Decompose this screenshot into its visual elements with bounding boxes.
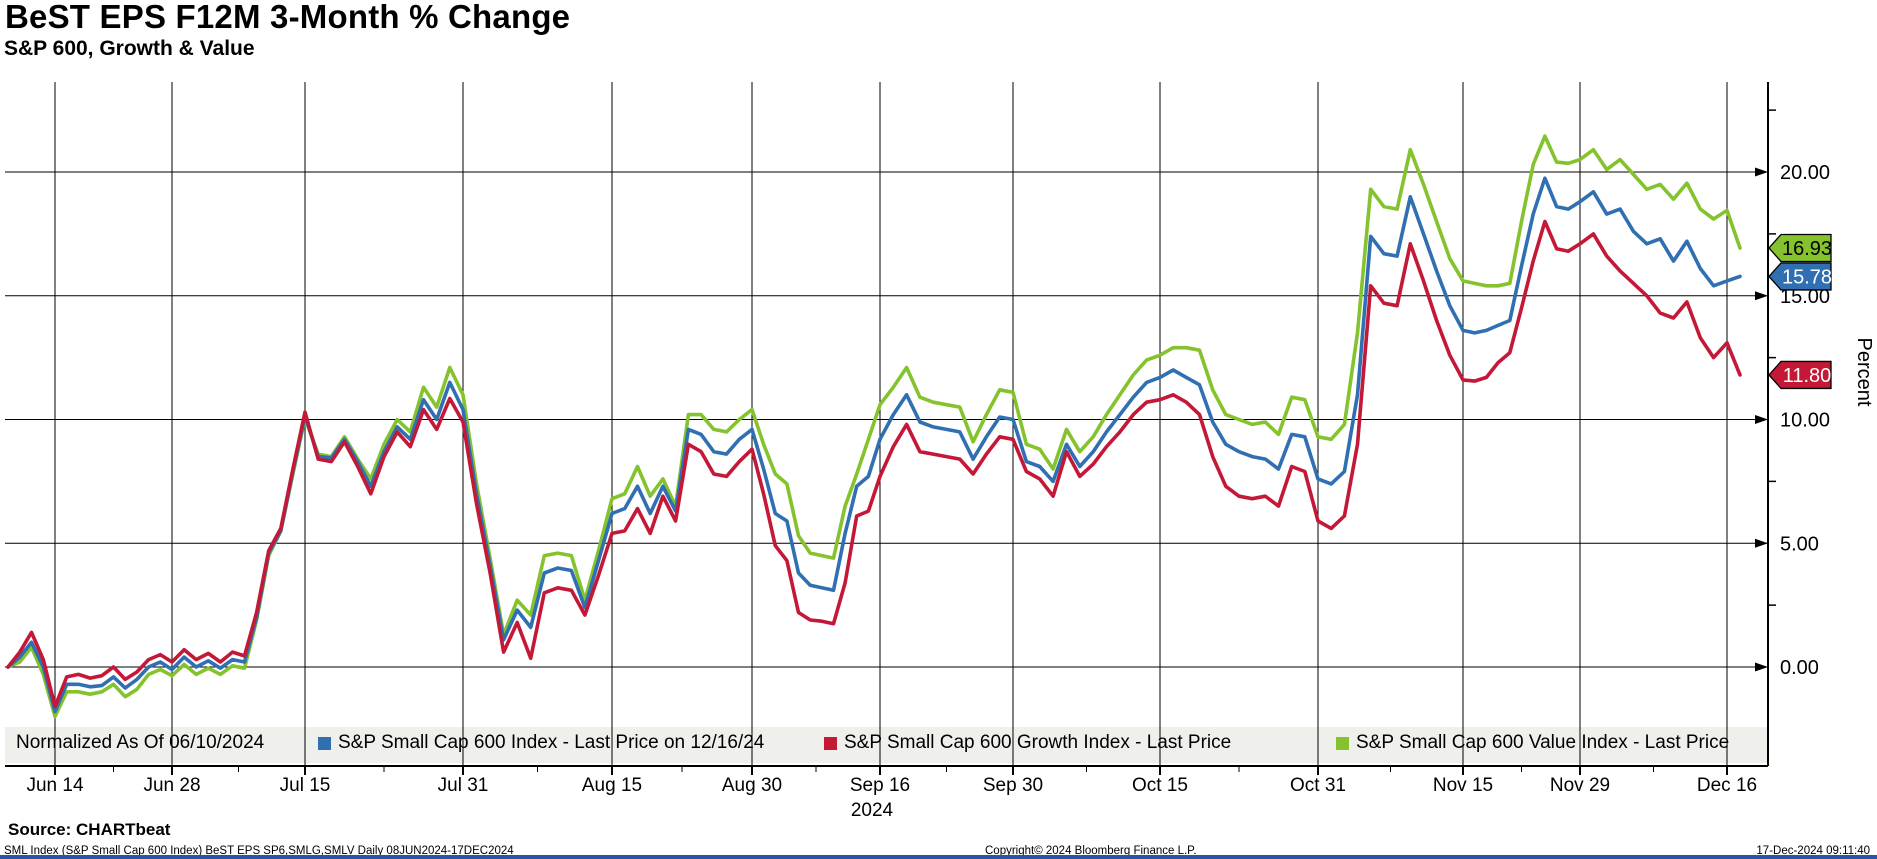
x-tick-label: Jun 14: [26, 775, 83, 796]
x-tick-label: Jul 15: [280, 775, 331, 796]
grid: [5, 82, 1768, 766]
last-value-badge: 16.93: [1768, 233, 1832, 263]
legend-label: S&P Small Cap 600 Index - Last Price on …: [338, 732, 765, 753]
badge-value: 16.93: [1782, 238, 1832, 260]
legend-item-value[interactable]: S&P Small Cap 600 Value Index - Last Pri…: [1336, 732, 1729, 754]
x-tick-label: Sep 30: [983, 775, 1043, 796]
axes: 20.00 15.00 10.00 5.00 0.00 Jun 14 Jun 28 Jul 1…: [5, 82, 1875, 821]
x-tick-label: Nov 15: [1433, 775, 1493, 796]
year-label: 2024: [851, 800, 894, 821]
axis-arrow-icon: [1755, 415, 1768, 424]
page-title: BeST EPS F12M 3-Month % Change: [5, 0, 571, 35]
x-tick-label: Jul 31: [438, 775, 489, 796]
y-tick-label: 0.00: [1780, 657, 1819, 679]
series-line-s-p-small-cap-600-index[interactable]: [6, 176, 1742, 714]
series-line-s-p-small-cap-600-value-index[interactable]: [6, 134, 1742, 719]
last-value-badge: 11.80: [1768, 360, 1832, 390]
y-tick-label: 15.00: [1780, 286, 1830, 308]
axis-arrow-icon: [1755, 167, 1768, 177]
badge-value: 15.78: [1782, 266, 1832, 288]
x-tick-label: Sep 16: [850, 775, 910, 796]
x-tick-label: Aug 15: [582, 775, 642, 796]
footer-source: Source: CHARTbeat: [8, 820, 171, 839]
legend-label: S&P Small Cap 600 Value Index - Last Pri…: [1356, 732, 1730, 753]
x-tick-label: Jun 28: [143, 775, 200, 796]
y-tick-label: 20.00: [1780, 162, 1830, 184]
legend-swatch-red-icon: [824, 736, 837, 750]
badge-value: 11.80: [1783, 365, 1832, 387]
legend-item-growth[interactable]: S&P Small Cap 600 Growth Index - Last Pr…: [824, 732, 1231, 754]
legend-label: S&P Small Cap 600 Growth Index - Last Pr…: [844, 732, 1232, 753]
x-tick-label: Dec 16: [1697, 775, 1757, 796]
y-tick-label: 5.00: [1780, 533, 1819, 555]
x-tick-label: Nov 29: [1550, 775, 1610, 796]
axis-arrow-icon: [1755, 662, 1768, 672]
page-subtitle: S&P 600, Growth & Value: [4, 37, 255, 60]
y-tick-label: 10.00: [1780, 410, 1830, 432]
legend-strip: [5, 727, 1768, 763]
legend-item-normalized: Normalized As Of 06/10/2024: [16, 732, 264, 754]
axis-arrow-icon: [1755, 291, 1768, 301]
axis-arrow-icon: [1755, 538, 1768, 548]
x-tick-label: Oct 15: [1132, 775, 1188, 796]
legend-swatch-blue-icon: [318, 736, 331, 750]
x-tick-label: Oct 31: [1290, 775, 1346, 796]
footer-copyright: Copyright© 2024 Bloomberg Finance L.P.: [985, 845, 1197, 857]
last-value-badge: 15.78: [1768, 262, 1832, 291]
legend-item-index[interactable]: S&P Small Cap 600 Index - Last Price on …: [318, 732, 764, 754]
series-line-s-p-small-cap-600-growth-index[interactable]: [6, 219, 1742, 709]
window-edge: [0, 855, 1877, 859]
legend-swatch-green-icon: [1336, 736, 1349, 750]
footer-detail: SML Index (S&P Small Cap 600 Index) BeST…: [4, 845, 514, 857]
legend-label: Normalized As Of 06/10/2024: [16, 732, 265, 753]
y-axis-title: Percent: [1853, 338, 1875, 407]
x-tick-label: Aug 30: [722, 775, 782, 796]
footer-timestamp: 17-Dec-2024 09:11:40: [1756, 845, 1870, 857]
